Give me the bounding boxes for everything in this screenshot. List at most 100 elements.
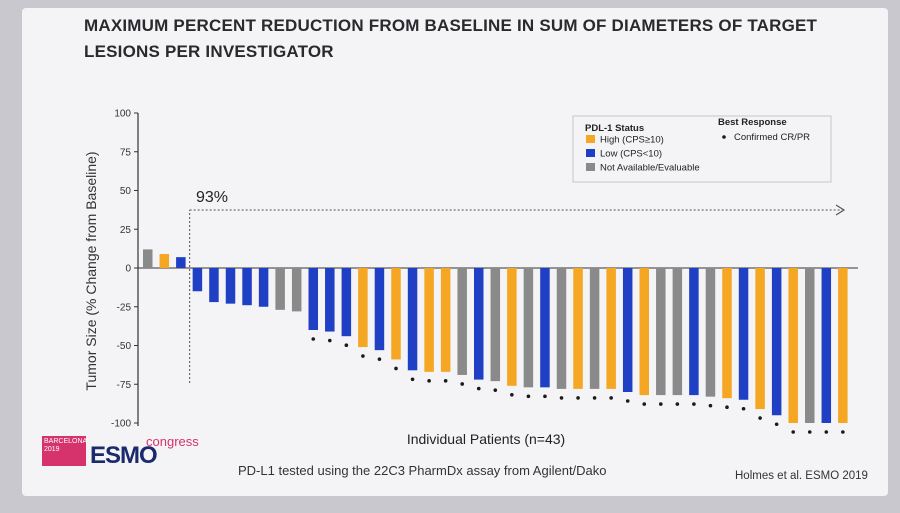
y-tick-label: -50 [117,341,132,352]
logo-city-badge: BARCELONA 2019 [42,436,88,466]
esmo-congress-logo: BARCELONA 2019 ESMO congress [42,434,212,470]
bar-patient-8 [258,268,269,307]
chart-title-line-1: MAXIMUM PERCENT REDUCTION FROM BASELINE … [84,16,818,35]
bar-patient-38 [755,268,765,410]
bar-patient-18 [424,268,434,372]
response-marker-patient-14 [361,354,365,358]
bar-patient-12 [325,268,335,332]
response-marker-patient-12 [328,338,332,343]
slide-background [22,8,888,496]
bar-patient-37 [738,268,749,400]
bar-patient-41 [805,268,815,423]
bar-patient-20 [457,268,467,375]
bar-patient-21 [474,268,484,380]
legend-response-marker [722,135,726,139]
y-axis-label: Tumor Size (% Change from Baseline) [83,151,99,390]
bar-patient-34 [689,268,699,396]
bar-patient-7 [242,268,252,306]
bar-patient-15 [374,268,385,351]
bar-patient-32 [656,268,666,396]
response-marker-patient-37 [741,406,746,411]
bar-patient-1 [143,249,153,268]
bar-patient-30 [622,268,633,392]
response-marker-patient-30 [625,399,630,403]
response-marker-patient-21 [476,386,481,391]
response-marker-patient-33 [675,402,680,406]
legend-box [572,115,832,183]
response-marker-patient-29 [609,396,613,400]
response-marker-patient-32 [659,402,663,406]
response-marker-patient-43 [841,430,845,434]
response-marker-patient-13 [344,343,349,348]
response-marker-patient-28 [592,396,597,400]
logo-word-text: congress [146,434,199,449]
response-marker-patient-19 [443,379,448,383]
response-marker-patient-34 [692,402,696,406]
response-marker-patient-15 [377,357,382,361]
response-marker-patient-42 [824,430,829,434]
logo-brand-text: ESMO [90,442,158,469]
bar-patient-22 [490,268,501,382]
response-marker-patient-27 [576,396,580,400]
bar-patient-11 [308,268,318,330]
bar-patient-29 [606,268,616,389]
response-marker-patient-41 [807,430,812,434]
bar-patient-28 [589,268,600,389]
legend-status-title: PDL-1 Status [585,123,644,134]
assay-footnote: PD-L1 tested using the 22C3 PharmDx assa… [238,463,607,478]
response-marker-patient-38 [758,416,762,420]
bar-patient-5 [209,268,219,303]
bar-patient-40 [788,268,798,423]
response-marker-patient-16 [394,366,398,371]
chart-title-line-2: LESIONS PER INVESTIGATOR [84,42,334,61]
response-marker-patient-20 [460,382,465,386]
legend-swatch-na [586,163,595,171]
bar-patient-19 [440,268,451,372]
annotation-label: 93% [196,189,228,206]
legend-swatch-high [586,135,595,143]
y-tick-label: 25 [120,225,132,236]
legend-label-high: High (CPS≥10) [600,135,664,146]
response-marker-patient-36 [725,405,729,410]
response-marker-patient-18 [427,379,431,383]
bar-patient-2 [159,254,170,268]
x-axis-label: Individual Patients (n=43) [407,431,565,447]
response-marker-patient-11 [311,337,316,341]
bar-patient-36 [722,268,732,399]
y-tick-label: 75 [120,147,132,158]
bar-patient-31 [639,268,649,396]
y-tick-label: 50 [120,186,132,197]
bar-patient-10 [291,268,302,312]
legend-label-low: Low (CPS<10) [600,149,662,160]
logo-city-text: BARCELONA [44,438,88,445]
logo-year-text: 2019 [44,446,60,453]
bar-patient-6 [225,268,236,304]
response-marker-patient-39 [774,422,779,427]
bar-patient-35 [705,268,716,397]
bar-patient-27 [573,268,583,389]
annotation-arrowhead [835,204,846,216]
y-tick-label: -100 [111,419,131,430]
legend-response-label: Confirmed CR/PR [734,132,810,143]
response-marker-patient-35 [708,403,713,408]
legend-swatch-low [586,149,595,157]
response-marker-patient-22 [493,388,498,392]
legend-label-na: Not Available/Evaluable [600,163,700,174]
bar-patient-24 [523,268,534,388]
response-marker-patient-17 [410,377,415,382]
response-marker-patient-40 [791,430,795,434]
y-tick-label: -25 [117,302,132,313]
bar-patient-16 [391,268,401,360]
bar-patient-43 [838,268,848,423]
bar-patient-25 [540,268,550,388]
response-marker-patient-24 [526,394,531,399]
bar-patient-13 [341,268,352,337]
response-marker-patient-26 [559,396,564,400]
bar-patient-39 [771,268,782,416]
y-tick-label: -75 [117,380,132,391]
y-tick-label: 0 [125,264,131,275]
bar-patient-17 [407,268,418,371]
response-marker-patient-31 [642,402,647,406]
